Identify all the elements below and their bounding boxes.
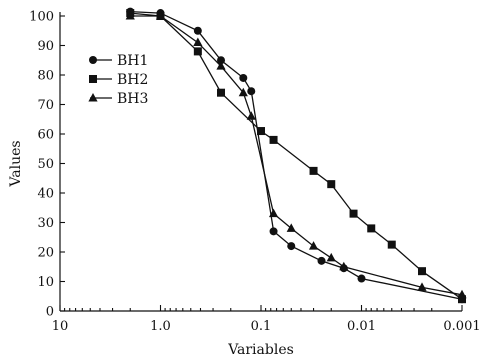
legend-label: BH2 [117, 72, 148, 88]
y-tick-label: 30 [37, 216, 54, 231]
data-point [387, 240, 396, 249]
x-axis-title: Variables [227, 342, 294, 358]
data-point [339, 261, 349, 271]
data-point [458, 295, 466, 304]
data-point [217, 56, 226, 65]
legend-item-bh1: BH1 [89, 53, 148, 69]
legend-marker [89, 56, 97, 64]
y-tick-label: 100 [29, 10, 54, 25]
data-point [193, 26, 202, 35]
legend-label: BH1 [117, 53, 148, 69]
data-point [239, 73, 248, 82]
y-tick-label: 10 [37, 275, 54, 290]
y-tick-label: 80 [37, 69, 54, 84]
y-tick-label: 60 [37, 128, 54, 143]
data-point [309, 166, 318, 175]
data-point [418, 267, 427, 276]
data-point [326, 252, 336, 262]
x-tick-label: 0.001 [443, 319, 480, 334]
y-tick-label: 40 [37, 187, 54, 202]
data-point [257, 127, 265, 136]
data-point [193, 47, 202, 56]
data-point [238, 87, 248, 97]
legend-marker [89, 75, 97, 83]
data-point [125, 11, 135, 20]
series-bh1 [126, 7, 466, 304]
data-point [269, 227, 278, 236]
data-point [367, 224, 376, 233]
data-point [193, 37, 203, 47]
data-point [247, 87, 256, 96]
data-point [217, 88, 226, 97]
series-bh2 [126, 9, 466, 304]
y-tick-label: 50 [37, 157, 54, 172]
y-tick-label: 90 [37, 39, 54, 54]
series-bh3 [125, 11, 467, 299]
x-tick-label: 0.01 [347, 319, 376, 334]
data-point [246, 111, 256, 120]
data-point [417, 282, 427, 291]
data-point [349, 209, 358, 218]
y-axis-title: Values [8, 140, 24, 187]
legend-label: BH3 [117, 91, 148, 107]
series-layer [125, 7, 467, 304]
series-line [130, 10, 463, 300]
data-point [268, 208, 279, 218]
x-tick-label: 10 [52, 319, 69, 334]
legend-marker [88, 93, 98, 102]
y-tick-label: 70 [37, 98, 54, 113]
data-point [269, 135, 278, 144]
legend-item-bh2: BH2 [89, 72, 148, 88]
data-point [308, 241, 319, 250]
legend-item-bh3: BH3 [88, 91, 148, 107]
data-point [457, 289, 467, 299]
data-point [286, 223, 296, 232]
legend: BH1 BH2 BH3 [88, 53, 148, 107]
y-tick-label: 0 [46, 305, 54, 320]
data-point [357, 274, 366, 283]
data-point [155, 11, 166, 20]
series-line [130, 12, 463, 300]
y-tick-label: 20 [37, 246, 54, 261]
x-tick-label: 1.0 [150, 319, 171, 334]
data-point [216, 61, 226, 70]
data-point [317, 256, 326, 265]
series-line [130, 15, 463, 296]
data-point [287, 242, 296, 251]
x-tick-label: 0.1 [251, 319, 272, 334]
data-point [327, 180, 336, 189]
